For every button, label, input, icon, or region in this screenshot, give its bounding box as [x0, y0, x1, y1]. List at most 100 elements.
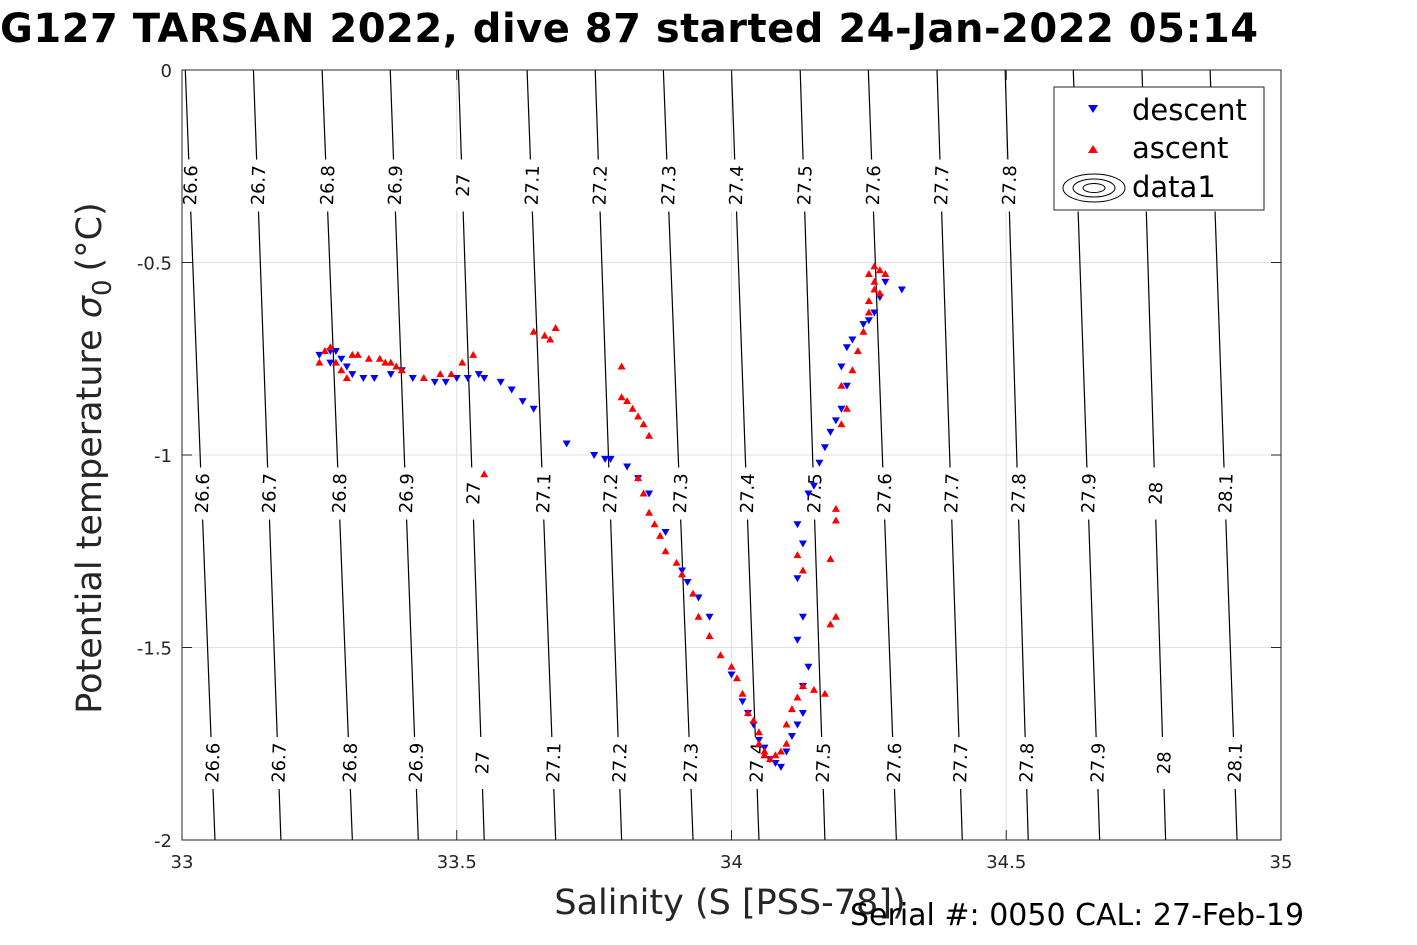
ascent-point: [859, 327, 868, 335]
descent-point: [601, 455, 610, 463]
ascent-point: [870, 285, 879, 293]
descent-point: [798, 613, 807, 621]
ascent-point: [419, 374, 428, 381]
descent-point: [518, 398, 527, 406]
descent-point: [738, 698, 747, 706]
contour-27.5: 27.5 27.5 27.5: [793, 70, 835, 840]
contour-26.6: 26.6 26.6 26.6: [180, 70, 225, 840]
ascent-point: [694, 612, 703, 620]
contour-label-bg: [462, 467, 483, 520]
ascent-point: [754, 739, 763, 747]
descent-point: [370, 375, 379, 382]
legend-ascent-label: ascent: [1132, 131, 1228, 165]
ascent-point: [634, 412, 643, 420]
sigma-symbol: σ: [70, 294, 110, 329]
contour-label: 26.6: [180, 165, 202, 206]
contour-label-bg: [339, 737, 360, 789]
ascent-point: [320, 347, 329, 355]
contour-27.4: 27.427.427.4: [725, 70, 769, 840]
ascent-point: [842, 404, 851, 412]
descent-point: [837, 363, 846, 371]
descent-point: [507, 386, 516, 394]
contour-label: 27.8: [1008, 473, 1030, 514]
ascent-point: [375, 354, 384, 362]
ascent-point: [793, 693, 802, 701]
ascent-point: [546, 335, 555, 343]
contour-label-bg: [328, 467, 349, 520]
contour-label-bg: [1007, 467, 1028, 520]
y-axis-label-unit: (°C): [70, 202, 110, 271]
y-tick-label: -0.5: [137, 254, 172, 275]
legend-data1-label: data1: [1132, 170, 1216, 204]
contour-label-bg: [725, 159, 746, 212]
descent-point: [727, 671, 736, 679]
contour-27.2: 27.2 27.2 27.2: [589, 70, 632, 840]
contour-label: 28: [1146, 481, 1168, 505]
contour-label: 26.7: [268, 742, 290, 783]
contour-label-bg: [930, 159, 951, 212]
contour-label-bg: [521, 159, 542, 212]
contour-label: 26.6: [192, 473, 214, 514]
contour-label: 26.7: [259, 473, 281, 514]
descent-point: [787, 733, 796, 741]
ascent-point: [397, 366, 406, 374]
descent-point: [804, 663, 813, 671]
ascent-point: [529, 327, 538, 335]
chart-title: G127 TARSAN 2022, dive 87 started 24-Jan…: [0, 6, 1259, 52]
descent-point: [842, 382, 851, 390]
ascent-point: [639, 420, 648, 428]
contour-label-bg: [998, 159, 1019, 212]
contour-26.7: 26.7 26.7 26.7: [247, 70, 291, 840]
ascent-point: [831, 504, 840, 512]
contour-label-bg: [258, 467, 279, 520]
contour-label: 27.9: [1087, 742, 1109, 783]
descent-point: [683, 579, 692, 587]
contour-label: 28.1: [1225, 742, 1247, 783]
y-axis-label: Potential temperature σ0 (°C): [70, 202, 118, 714]
contour-label: 27.2: [589, 165, 611, 206]
contour-label-bg: [803, 467, 824, 520]
contour-label-bg: [862, 159, 883, 212]
contour-label-bg: [384, 159, 405, 212]
ascent-point: [469, 350, 478, 358]
contour-label: 27.7: [950, 742, 972, 783]
ascent-point: [364, 354, 373, 362]
descent-point: [623, 463, 632, 471]
ascent-point: [754, 728, 763, 736]
legend-ascent-marker: [1088, 145, 1098, 153]
descent-point: [870, 309, 879, 317]
descent-point: [441, 378, 450, 386]
contour-label: 27: [472, 751, 494, 775]
descent-point: [798, 540, 807, 548]
ascent-point: [875, 266, 884, 274]
ascent-point: [447, 370, 456, 378]
contour-label-bg: [532, 467, 553, 520]
contour-label-bg: [873, 467, 894, 520]
data-points: [315, 262, 906, 771]
ascent-point: [848, 366, 857, 374]
descent-point: [793, 521, 802, 529]
descent-point: [804, 490, 813, 498]
contour-label: 27.8: [999, 165, 1021, 206]
ascent-point: [645, 431, 654, 439]
descent-point: [474, 371, 483, 379]
contour-label: 27.7: [931, 165, 953, 206]
contour-27: 27 27 27: [452, 70, 494, 840]
ascent-point: [331, 358, 340, 366]
y-tick-label: -1: [154, 446, 172, 467]
descent-point: [326, 359, 335, 367]
contour-label-bg: [202, 737, 223, 789]
ascent-point: [831, 612, 840, 620]
ascent-point: [782, 720, 791, 728]
descent-point: [793, 575, 802, 583]
contour-27.3: 27.3 27.3 27.3: [657, 70, 703, 840]
contour-27.8: 27.8 27.8 27.8: [998, 70, 1039, 840]
ascent-point: [798, 682, 807, 689]
contour-label-bg: [1077, 467, 1098, 520]
descent-point: [705, 613, 714, 621]
density-contours: 26.6 26.6 26.6 26.7 26.7 26.7 26.8 26.8 26.8 26.9…: [180, 70, 1247, 840]
ascent-point: [458, 358, 467, 366]
contour-label: 26.9: [406, 742, 428, 783]
ascent-point: [672, 558, 681, 566]
ascent-point: [326, 343, 335, 351]
